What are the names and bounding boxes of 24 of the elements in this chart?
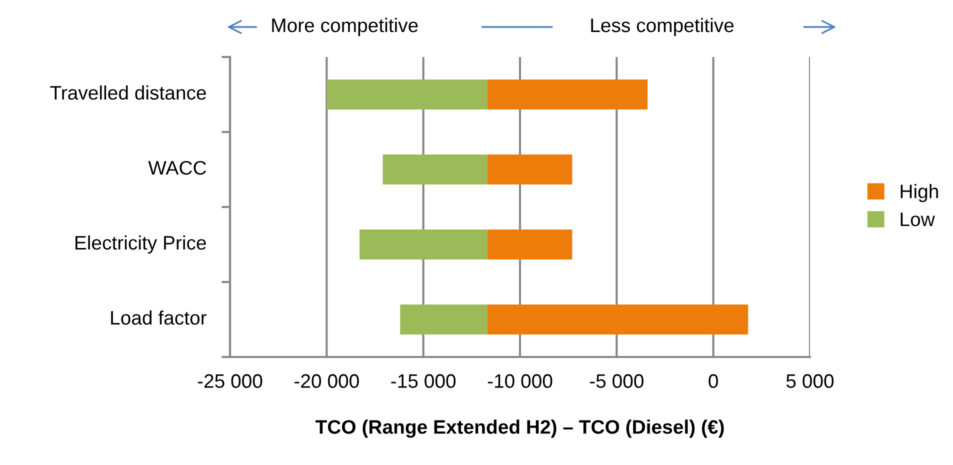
bar (487, 80, 648, 110)
x-tick-label: -25 000 (198, 374, 262, 388)
bar (487, 154, 572, 184)
bar (487, 230, 572, 260)
x-tick-label: -5 000 (590, 374, 644, 388)
y-tick-label: Load factor (111, 310, 206, 325)
y-tick-label: WACC (148, 160, 206, 175)
text: More competitive (272, 18, 418, 36)
y-tick-label: Electricity Price (76, 235, 206, 254)
x-tick-label: -10 000 (488, 374, 552, 388)
bar (326, 80, 488, 110)
legend-label: High (900, 184, 938, 202)
bar (487, 304, 748, 334)
bar (400, 304, 488, 334)
y-tick-label: Travelled distance (50, 85, 206, 100)
x-tick-label: -20 000 (294, 374, 359, 388)
x-axis-title: TCO (Range Extended H2) – TCO (Diesel) (€) (315, 420, 724, 438)
x-tick-label: 0 (708, 374, 718, 388)
x-tick-label: -15 000 (391, 374, 456, 388)
text: Less competitive (591, 18, 734, 36)
bar (382, 154, 488, 184)
x-tick-label: 5 000 (786, 374, 834, 388)
bar (360, 230, 488, 260)
legend-label: Low (900, 212, 935, 226)
